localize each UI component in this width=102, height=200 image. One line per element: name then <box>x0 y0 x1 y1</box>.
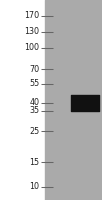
Text: 25: 25 <box>29 127 39 136</box>
Text: 35: 35 <box>29 106 39 115</box>
Text: 15: 15 <box>29 158 39 167</box>
Text: 170: 170 <box>24 11 39 20</box>
Text: 70: 70 <box>29 65 39 74</box>
Text: 10: 10 <box>29 182 39 191</box>
Text: 40: 40 <box>29 98 39 107</box>
Text: 55: 55 <box>29 79 39 88</box>
Text: 100: 100 <box>24 43 39 52</box>
Text: 130: 130 <box>24 27 39 36</box>
